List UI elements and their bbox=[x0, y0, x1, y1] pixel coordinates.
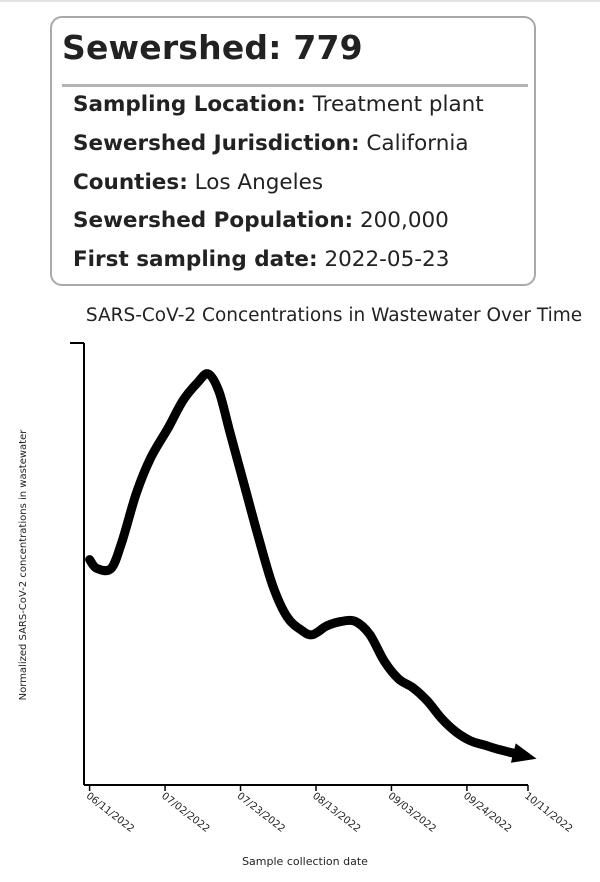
first-sampling-date-label: First sampling date: bbox=[73, 247, 318, 272]
sewershed-info-card: Sewershed: 779 Sampling Location: Treatm… bbox=[50, 16, 536, 286]
x-axis-ticks: 06/11/2022 07/02/2022 07/23/2022 08/13/2022… bbox=[84, 785, 574, 835]
counties-label: Counties: bbox=[73, 170, 188, 195]
x-axis-label: Sample collection date bbox=[242, 855, 368, 868]
jurisdiction-row: Sewershed Jurisdiction: California bbox=[73, 131, 469, 156]
jurisdiction-value: California bbox=[366, 131, 469, 156]
population-label: Sewershed Population: bbox=[73, 208, 354, 233]
y-axis-label: Normalized SARS-CoV-2 concentrations in … bbox=[18, 429, 29, 701]
x-tick-label: 06/11/2022 bbox=[84, 791, 136, 835]
sewershed-title: Sewershed: 779 bbox=[62, 28, 363, 67]
first-sampling-date-row: First sampling date: 2022-05-23 bbox=[73, 247, 449, 272]
x-tick-label: 07/02/2022 bbox=[159, 791, 211, 835]
first-sampling-date-value: 2022-05-23 bbox=[324, 247, 450, 272]
population-value: 200,000 bbox=[359, 208, 449, 233]
counties-value: Los Angeles bbox=[194, 170, 324, 195]
concentration-line-chart: 06/11/2022 07/02/2022 07/23/2022 08/13/2022… bbox=[18, 342, 574, 868]
x-tick-label: 08/13/2022 bbox=[310, 791, 362, 835]
jurisdiction-label: Sewershed Jurisdiction: bbox=[73, 131, 360, 156]
x-tick-label: 09/24/2022 bbox=[461, 791, 513, 835]
chart-title: SARS-CoV-2 Concentrations in Wastewater … bbox=[85, 305, 583, 326]
concentration-trend-line bbox=[85, 369, 522, 759]
counties-row: Counties: Los Angeles bbox=[73, 170, 323, 195]
sampling-location-label: Sampling Location: bbox=[73, 92, 306, 117]
top-border bbox=[0, 0, 600, 2]
x-tick-label: 10/11/2022 bbox=[522, 791, 574, 835]
population-row: Sewershed Population: 200,000 bbox=[73, 208, 449, 233]
card-divider bbox=[62, 84, 528, 87]
sampling-location-value: Treatment plant bbox=[312, 92, 484, 117]
x-tick-label: 07/23/2022 bbox=[235, 791, 287, 835]
sampling-location-row: Sampling Location: Treatment plant bbox=[73, 92, 484, 117]
trend-arrow-marker bbox=[510, 743, 537, 763]
x-tick-label: 09/03/2022 bbox=[386, 791, 438, 835]
